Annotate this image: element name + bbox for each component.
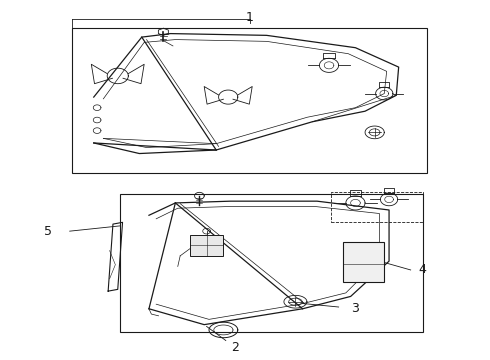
Bar [190,235,223,256]
Text: 2: 2 [231,341,239,354]
Bar [72,28,427,173]
Text: 1: 1 [246,11,254,24]
Text: 4: 4 [419,264,427,276]
Bar [120,194,423,332]
Bar [343,242,384,282]
Text: 3: 3 [351,302,359,315]
Text: 5: 5 [44,225,52,238]
